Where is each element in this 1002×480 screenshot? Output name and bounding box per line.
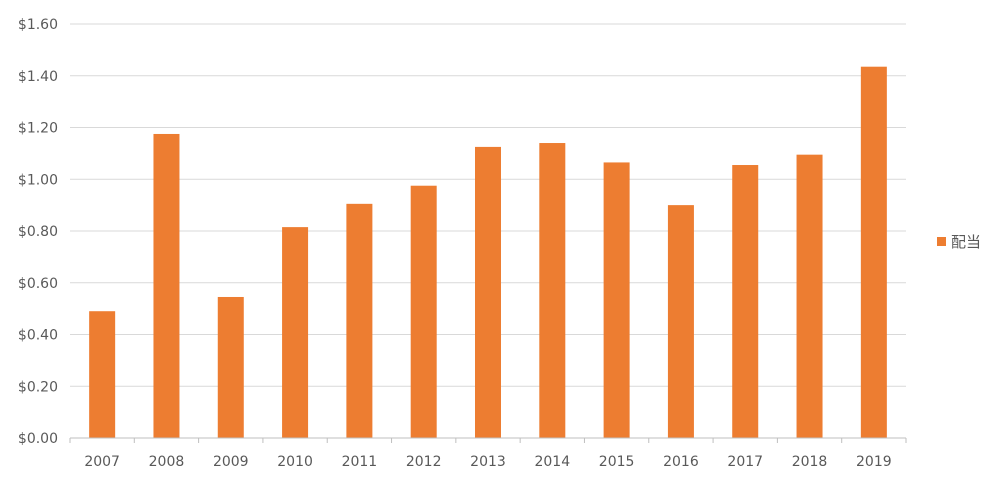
x-tick-label: 2011	[342, 454, 378, 470]
bar-2012	[410, 185, 437, 438]
bar-2010	[282, 227, 309, 438]
legend: 配当	[937, 231, 981, 252]
bar-2013	[475, 146, 501, 438]
y-tick-label: $0.80	[18, 224, 58, 240]
y-tick-label: $0.40	[18, 328, 58, 344]
bar-2016	[667, 205, 694, 438]
bar-2015	[603, 162, 630, 438]
x-tick-label: 2016	[663, 454, 699, 470]
bar-2011	[346, 203, 373, 438]
x-tick-label: 2010	[277, 454, 313, 470]
y-tick-label: $1.40	[18, 69, 58, 85]
x-tick-label: 2014	[534, 454, 570, 470]
x-tick-label: 2013	[470, 454, 506, 470]
y-tick-label: $1.00	[18, 172, 58, 188]
x-tick-label: 2012	[406, 454, 442, 470]
bar-2018	[796, 154, 823, 438]
x-tick-label: 2008	[149, 454, 185, 470]
legend-label: 配当	[951, 233, 982, 251]
y-tick-label: $0.60	[18, 276, 58, 292]
x-tick-label: 2015	[599, 454, 635, 470]
y-tick-label: $0.20	[18, 379, 58, 395]
bar-2017	[732, 165, 759, 439]
x-tick-label: 2007	[84, 454, 120, 470]
bar-2009	[217, 296, 244, 438]
x-tick-label: 2017	[727, 454, 763, 470]
x-tick-label: 2018	[792, 454, 828, 470]
y-tick-label: $1.60	[18, 17, 58, 33]
bars	[89, 66, 887, 439]
legend-swatch	[937, 237, 946, 246]
bar-2014	[539, 143, 566, 438]
x-tick-label: 2009	[213, 454, 249, 470]
bar-2019	[860, 66, 887, 438]
y-axis: $0.00 $0.20 $0.40 $0.60 $0.80 $1.00 $1.20 $1.40…	[18, 17, 58, 447]
y-tick-label: $0.00	[18, 431, 58, 447]
x-tick-label: 2019	[856, 454, 892, 470]
x-axis: 2007 2008 2009 2010 2011 2012 2013 2014 2015 2016…	[69, 437, 907, 470]
y-tick-label: $1.20	[18, 121, 58, 137]
bar-2007	[89, 311, 116, 438]
bar-2008	[153, 133, 180, 438]
